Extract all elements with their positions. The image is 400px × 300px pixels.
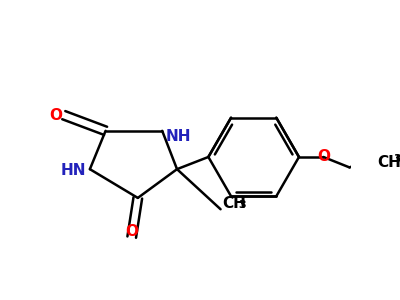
Text: 3: 3 bbox=[238, 200, 246, 210]
Text: O: O bbox=[125, 224, 138, 239]
Text: CH: CH bbox=[222, 196, 246, 211]
Text: O: O bbox=[49, 108, 62, 123]
Text: NH: NH bbox=[166, 129, 191, 144]
Text: HN: HN bbox=[61, 164, 86, 178]
Text: CH: CH bbox=[377, 155, 400, 170]
Text: 3: 3 bbox=[393, 154, 400, 164]
Text: O: O bbox=[317, 149, 330, 164]
